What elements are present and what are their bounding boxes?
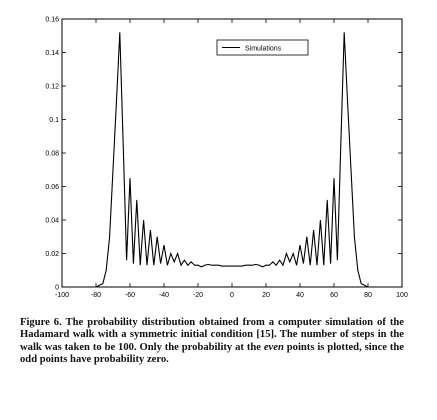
y-tick-label: 0.06 xyxy=(45,184,59,191)
y-tick-label: 0 xyxy=(55,285,59,292)
x-tick-label: 100 xyxy=(396,292,408,299)
x-tick-label: 20 xyxy=(262,292,270,299)
caption-label: Figure 6. xyxy=(20,317,62,328)
figure-chart: 0 0.02 0.04 0.06 0.08 0.1 0.12 0.14 0.16 -100 -80… xyxy=(45,17,408,300)
y-axis-ticks: 0 0.02 0.04 0.06 0.08 0.1 0.12 0.14 0.16 xyxy=(45,17,402,292)
caption-text-part2: points is plotted, since the odd points … xyxy=(20,341,405,366)
x-tick-label: -40 xyxy=(159,292,169,299)
legend-box xyxy=(216,39,309,56)
y-tick-label: 0.04 xyxy=(45,218,59,225)
y-tick-label: 0.02 xyxy=(45,251,59,258)
x-tick-label: 80 xyxy=(364,292,372,299)
legend: Simulations xyxy=(216,39,309,56)
y-tick-label: 0.08 xyxy=(45,151,59,158)
series-lines xyxy=(62,32,402,288)
caption-emphasis: even xyxy=(263,341,284,353)
x-axis-ticks: -100 -80 -60 -40 -20 0 20 40 60 80 100 xyxy=(55,19,408,299)
y-tick-label: 0.14 xyxy=(45,50,59,57)
caption-text-part1: The probability distribution obtained fr… xyxy=(20,317,404,353)
x-tick-label: -80 xyxy=(91,292,101,299)
x-tick-label: -60 xyxy=(125,292,135,299)
y-tick-label: 0.16 xyxy=(45,17,59,24)
x-tick-label: 0 xyxy=(230,292,234,299)
figure-caption: Figure 6. The probability distribution o… xyxy=(20,317,404,367)
x-tick-label: 60 xyxy=(330,292,338,299)
x-tick-label: 40 xyxy=(296,292,304,299)
y-tick-label: 0.12 xyxy=(45,84,59,91)
series-line-simulations xyxy=(62,32,402,288)
legend-label-simulations: Simulations xyxy=(245,46,282,53)
x-tick-label: -20 xyxy=(193,292,203,299)
y-tick-label: 0.1 xyxy=(49,117,59,124)
plot-frame xyxy=(61,18,403,288)
x-tick-label: -100 xyxy=(55,292,69,299)
